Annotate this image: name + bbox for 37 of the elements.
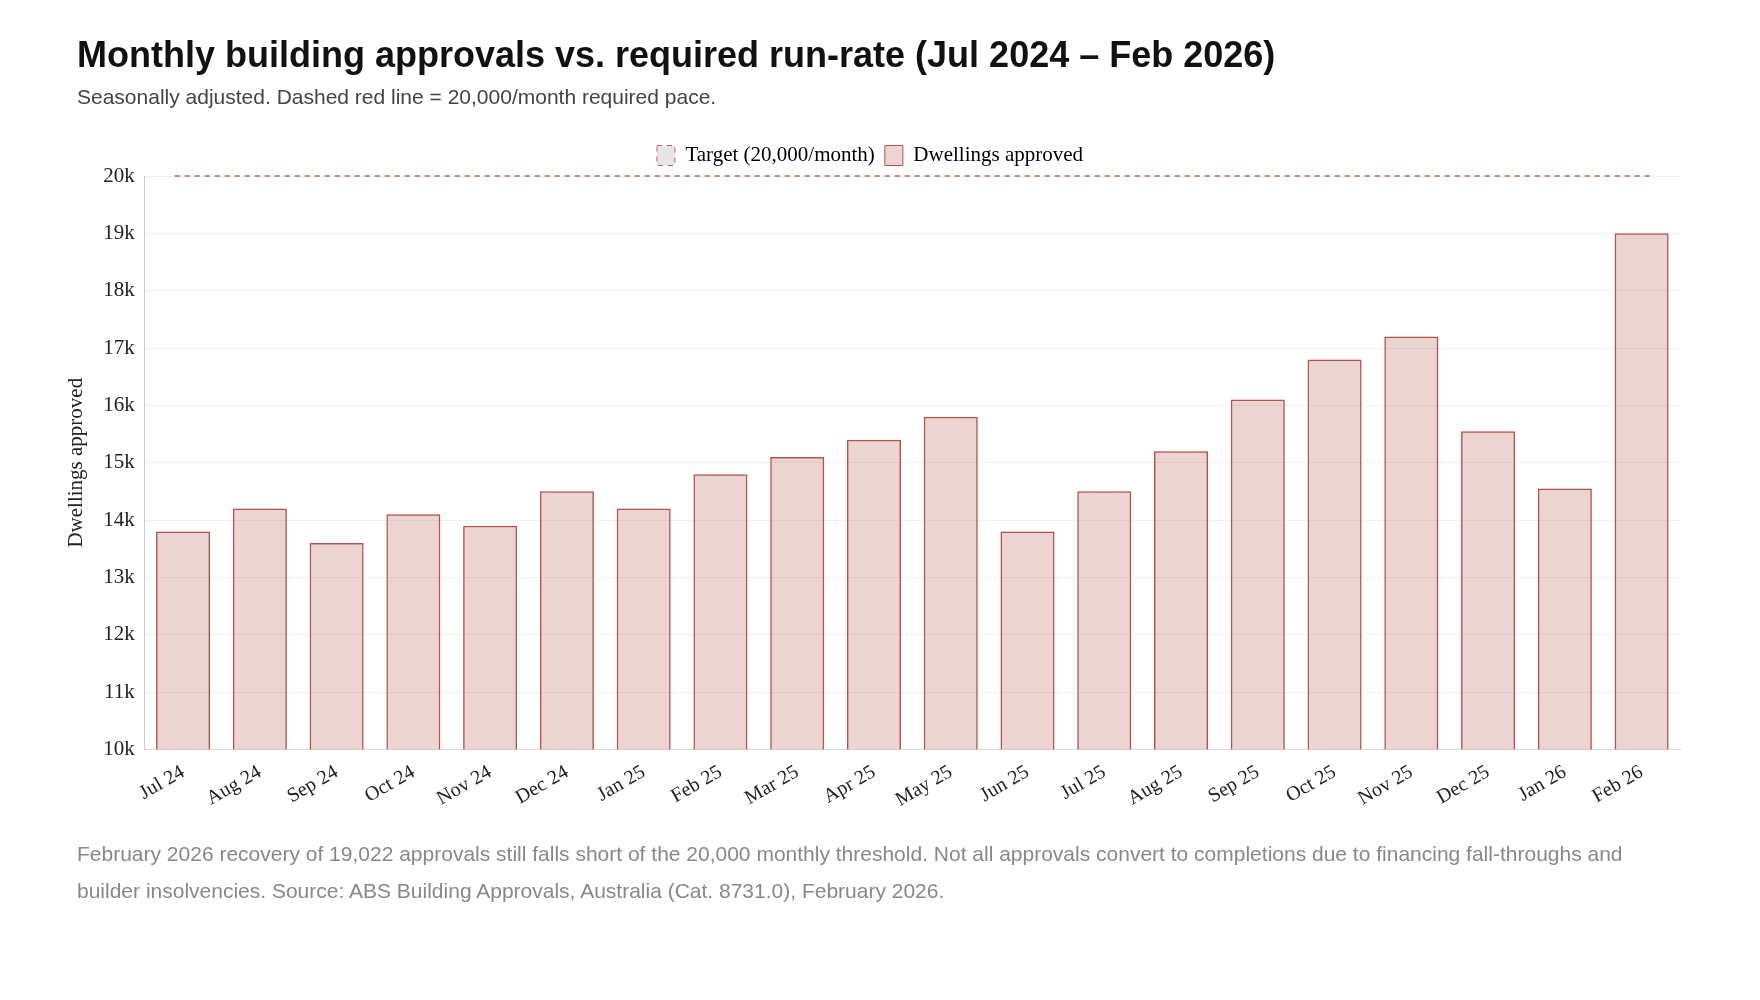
y-tick-label: 19k (103, 219, 136, 244)
x-tick-label: Dec 25 (1432, 759, 1493, 808)
x-tick-label: Nov 24 (432, 759, 495, 809)
y-tick-label: 10k (103, 735, 136, 760)
x-tick-label: Dec 24 (511, 759, 572, 808)
x-tick-label: Oct 25 (1281, 759, 1340, 806)
x-tick-label: Aug 24 (202, 759, 265, 810)
legend-label: Target (20,000/month) (685, 142, 875, 167)
y-tick-label: 14k (103, 506, 136, 531)
x-tick-label: Jul 25 (1056, 759, 1109, 803)
y-tick-label: 12k (103, 621, 136, 646)
text: February 2026 recovery of 19,022 approvals still falls short of the 20,000 monthly threshold. Not all approvals convert to completions due to financing fall-throughs and builder insolvencies. Source: ABS Building Approvals, Australia (Cat. 8731.0), February 2026. (77, 841, 1624, 904)
x-tick-label: Nov 25 (1353, 759, 1416, 809)
x-tick-label: Mar 25 (740, 759, 802, 808)
chart-subtitle: Seasonally adjusted. Dashed red line = 20,000/month required pace. (77, 85, 717, 109)
y-tick-label: 18k (103, 277, 136, 302)
y-tick-label: 13k (103, 563, 136, 588)
x-tick-label: Sep 25 (1203, 759, 1263, 808)
y-tick-label: 16k (103, 391, 136, 416)
x-tick-label: Jun 25 (975, 759, 1033, 806)
x-tick-label: Jan 25 (592, 759, 649, 805)
x-tick-label: Feb 25 (666, 759, 726, 807)
y-tick-label: 11k (103, 678, 136, 703)
y-tick-label: 20k (103, 162, 136, 187)
y-tick-label: 15k (103, 449, 136, 474)
x-tick-label: Sep 24 (282, 759, 342, 808)
x-tick-label: Oct 24 (360, 759, 418, 806)
x-tick-label: Apr 25 (819, 759, 880, 808)
x-tick-label: May 25 (890, 759, 956, 811)
x-tick-label: Feb 26 (1587, 759, 1647, 807)
legend-label: Dwellings approved (913, 142, 1084, 167)
chart-title: Monthly building approvals vs. required run-rate (Jul 2024 – Feb 2026) (77, 34, 1276, 76)
x-tick-label: Jul 24 (134, 759, 188, 803)
y-tick-label: 17k (103, 334, 136, 359)
y-axis-title: Dwellings approved (63, 377, 88, 548)
x-tick-label: Aug 25 (1123, 759, 1187, 810)
x-tick-label: Jan 26 (1513, 759, 1570, 805)
